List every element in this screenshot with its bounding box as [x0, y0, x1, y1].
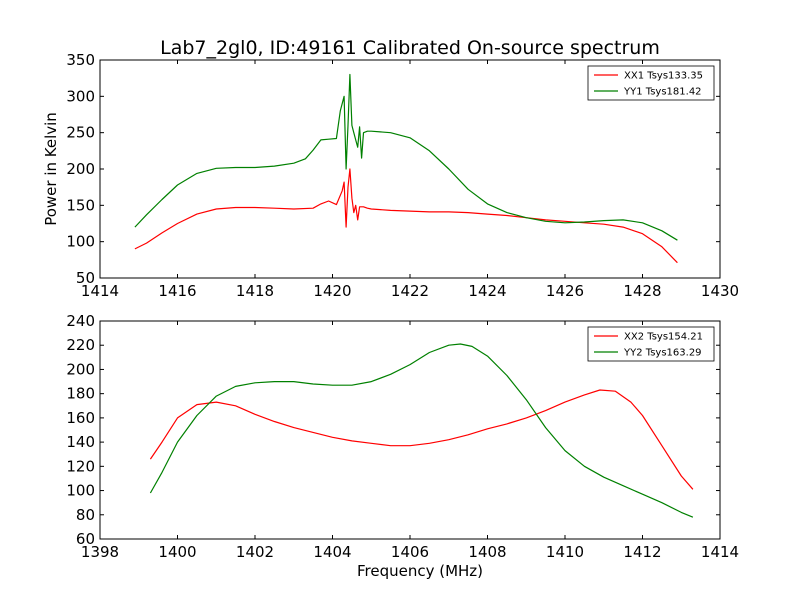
panel-1: 1414 1416 1418 1420 1422 1424 1426 1428 1430 50 10…	[42, 51, 739, 300]
x-tick-label: 1412	[623, 543, 661, 561]
legend-box	[587, 326, 715, 362]
legend-entry: XX2 Tsys154.21	[624, 332, 703, 343]
x-tick-label: 1402	[236, 543, 274, 561]
legend: XX1 Tsys133.35 YY1 Tsys181.42	[587, 65, 715, 101]
y-tick-label: 220	[66, 336, 95, 354]
series-line-1-1	[134, 168, 678, 264]
y-tick-label: 100	[66, 233, 95, 251]
x-tick-label: 1404	[313, 543, 351, 561]
y-tick-label: 160	[66, 409, 95, 427]
panel-2: 1398 1400 1402 1404 1406 1408 1410 1412 1414 60 80…	[66, 312, 739, 580]
legend-entry: YY1 Tsys181.42	[623, 87, 702, 98]
x-tick-label: 1426	[546, 282, 584, 300]
x-tick-label: 1430	[701, 282, 739, 300]
x-tick-label: 1424	[468, 282, 506, 300]
x-tick-label: 1406	[391, 543, 429, 561]
x-tick-label: 1420	[313, 282, 351, 300]
y-tick-label: 80	[76, 506, 95, 524]
y-tick-label: 180	[66, 385, 95, 403]
x-tick-label: 1414	[701, 543, 739, 561]
series-line-2-1	[149, 389, 694, 490]
series-line-1-2	[134, 73, 678, 241]
x-tick-label: 1400	[158, 543, 196, 561]
y-tick-label: 200	[66, 160, 95, 178]
y-tick-label: 240	[66, 312, 95, 330]
x-tick-label: 1398	[81, 543, 119, 561]
x-tick-label: 1428	[623, 282, 661, 300]
y-tick-label: 300	[66, 87, 95, 105]
y-tick-label: 50	[76, 269, 95, 287]
y-tick-label: 350	[66, 51, 95, 69]
y-axis-label: Power in Kelvin	[42, 112, 60, 226]
chart-title: Lab7_2gl0, ID:49161 Calibrated On-source…	[160, 37, 660, 59]
legend-entry: XX1 Tsys133.35	[624, 71, 703, 82]
x-tick-label: 1418	[236, 282, 274, 300]
x-tick-label: 1414	[81, 282, 119, 300]
x-tick-label: 1416	[158, 282, 196, 300]
x-tick-label: 1408	[468, 543, 506, 561]
y-tick-label: 120	[66, 457, 95, 475]
y-tick-label: 140	[66, 433, 95, 451]
series-line-2-2	[149, 343, 694, 518]
legend-box	[587, 65, 715, 101]
y-tick-label: 60	[76, 530, 95, 548]
plot-panels: 1414 1416 1418 1420 1422 1424 1426 1428 1430 50 10…	[42, 51, 739, 580]
y-tick-label: 100	[66, 482, 95, 500]
legend: XX2 Tsys154.21 YY2 Tsys163.29	[587, 326, 715, 362]
x-tick-label: 1422	[391, 282, 429, 300]
y-tick-label: 250	[66, 124, 95, 142]
legend-entry: YY2 Tsys163.29	[623, 348, 702, 359]
x-axis-label: Frequency (MHz)	[357, 562, 483, 580]
y-tick-label: 150	[66, 196, 95, 214]
x-tick-label: 1410	[546, 543, 584, 561]
y-tick-label: 200	[66, 360, 95, 378]
